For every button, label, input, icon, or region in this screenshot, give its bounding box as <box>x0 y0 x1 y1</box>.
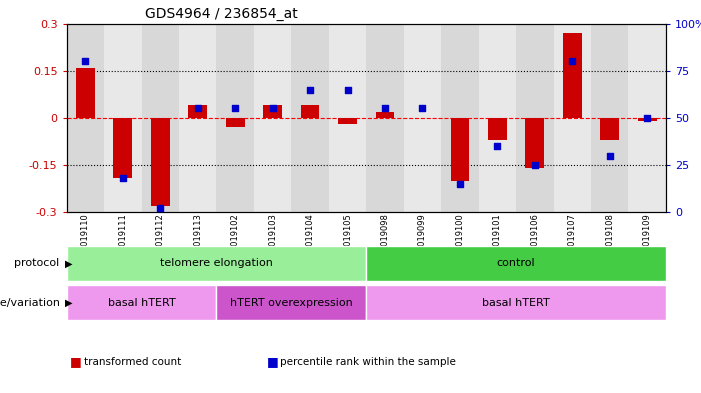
Bar <box>600 118 619 140</box>
Text: percentile rank within the sample: percentile rank within the sample <box>280 356 456 367</box>
Bar <box>189 105 207 118</box>
Bar <box>301 105 320 118</box>
Text: hTERT overexpression: hTERT overexpression <box>230 298 353 308</box>
Bar <box>142 24 179 212</box>
Text: ■: ■ <box>266 355 278 368</box>
Bar <box>151 118 170 206</box>
Bar <box>404 24 441 212</box>
Point <box>641 115 653 121</box>
Bar <box>563 33 582 118</box>
Point <box>117 175 128 182</box>
Bar <box>366 24 404 212</box>
Bar <box>479 24 516 212</box>
Point <box>342 86 353 93</box>
Bar <box>67 24 104 212</box>
Bar <box>638 118 657 121</box>
Text: telomere elongation: telomere elongation <box>160 258 273 268</box>
Point <box>454 181 465 187</box>
Bar <box>292 24 329 212</box>
Bar <box>104 24 142 212</box>
Point <box>229 105 240 112</box>
Text: genotype/variation: genotype/variation <box>0 298 63 308</box>
Bar <box>67 246 366 281</box>
Point <box>267 105 278 112</box>
Text: transformed count: transformed count <box>84 356 182 367</box>
Bar <box>329 24 366 212</box>
Point <box>304 86 315 93</box>
Bar <box>114 118 132 178</box>
Bar <box>629 24 666 212</box>
Point <box>192 105 203 112</box>
Bar <box>264 105 282 118</box>
Text: GDS4964 / 236854_at: GDS4964 / 236854_at <box>144 7 297 21</box>
Bar <box>366 285 666 320</box>
Text: basal hTERT: basal hTERT <box>482 298 550 308</box>
Point <box>155 205 166 211</box>
Point <box>80 58 91 64</box>
Bar <box>554 24 591 212</box>
Bar <box>516 24 554 212</box>
Bar <box>526 118 544 168</box>
Bar <box>376 112 395 118</box>
Bar <box>451 118 469 181</box>
Text: ▶: ▶ <box>65 258 73 268</box>
Point <box>379 105 390 112</box>
Bar <box>488 118 507 140</box>
Point <box>492 143 503 149</box>
Bar <box>338 118 357 124</box>
Bar <box>76 68 95 118</box>
Bar <box>254 24 292 212</box>
Point <box>566 58 578 64</box>
Bar <box>217 24 254 212</box>
Bar <box>366 246 666 281</box>
Bar <box>441 24 479 212</box>
Point <box>604 152 615 159</box>
Text: basal hTERT: basal hTERT <box>108 298 175 308</box>
Text: control: control <box>497 258 536 268</box>
Bar <box>591 24 629 212</box>
Text: ■: ■ <box>70 355 82 368</box>
Text: ▶: ▶ <box>65 298 73 308</box>
Point <box>529 162 540 168</box>
Point <box>417 105 428 112</box>
Bar <box>226 118 245 127</box>
Text: protocol: protocol <box>14 258 63 268</box>
Bar <box>67 285 217 320</box>
Bar <box>179 24 217 212</box>
Bar <box>217 285 366 320</box>
